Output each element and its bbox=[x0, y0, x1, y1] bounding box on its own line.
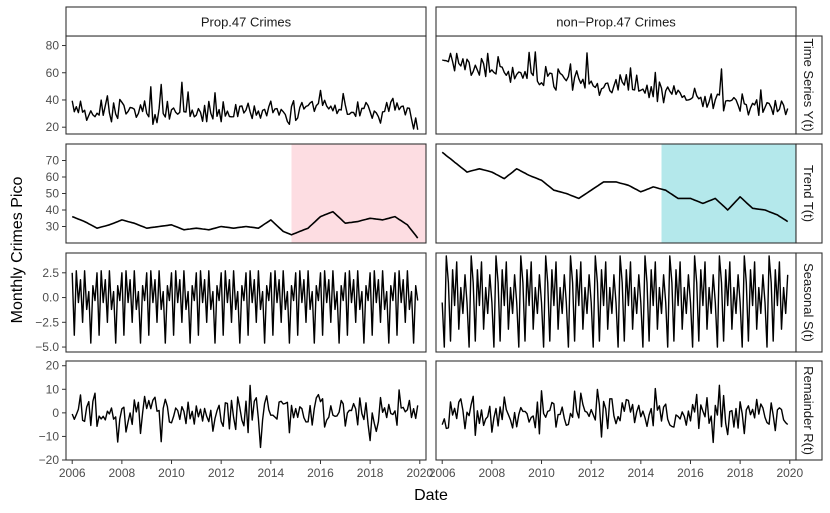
y-tick-label: −20 bbox=[39, 453, 60, 467]
row-label-remainder-r-t: Remainder R(t) bbox=[801, 366, 816, 455]
y-tick-label: 40 bbox=[46, 203, 60, 217]
facet-label-non-prop-47-crimes: non−Prop.47 Crimes bbox=[556, 15, 676, 30]
x-tick-label: 2012 bbox=[578, 466, 605, 480]
y-tick-label: 50 bbox=[46, 187, 60, 201]
facet-strip-prop-47-crimes bbox=[65, 6, 427, 37]
y-tick-label: 80 bbox=[46, 39, 60, 53]
facet-strip-non-prop-47-crimes bbox=[435, 6, 797, 37]
panel-frame-prop-47-crimes-seasonal-s-t bbox=[65, 252, 427, 353]
y-tick-label: −2.5 bbox=[35, 315, 59, 329]
y-tick-label: 30 bbox=[46, 220, 60, 234]
y-tick-label: −10 bbox=[39, 429, 60, 443]
series-line-non-prop-47-crimes-remainder-r-t bbox=[441, 384, 789, 444]
highlight-band-prop-47-crimes bbox=[291, 144, 426, 243]
y-tick-label: 70 bbox=[46, 154, 60, 168]
row-strip-remainder-r-t bbox=[795, 360, 823, 461]
x-tick-label: 2014 bbox=[627, 466, 654, 480]
panel-frames-layer bbox=[65, 35, 797, 461]
series-line-prop-47-crimes-trend-t-t bbox=[71, 210, 419, 239]
x-tick-label: 2016 bbox=[677, 466, 704, 480]
x-tick-label: 2020 bbox=[776, 466, 803, 480]
x-tick-label: 2014 bbox=[257, 466, 284, 480]
series-line-prop-47-crimes-time-series-y-t bbox=[71, 81, 419, 130]
y-tick-label: 10 bbox=[46, 382, 60, 396]
x-tick-label: 2020 bbox=[406, 466, 433, 480]
y-tick-label: 0.0 bbox=[42, 291, 59, 305]
post-prop47-highlight-layer bbox=[291, 144, 796, 243]
series-line-non-prop-47-crimes-trend-t-t bbox=[441, 151, 789, 223]
row-strip-trend-t-t bbox=[795, 143, 823, 244]
y-tick-label: 0 bbox=[52, 406, 59, 420]
row-strip-seasonal-s-t bbox=[795, 252, 823, 353]
y-tick-label: 40 bbox=[46, 93, 60, 107]
panel-frame-non-prop-47-crimes-time-series-y-t bbox=[435, 35, 797, 135]
y-tick-label: 20 bbox=[46, 120, 60, 134]
series-line-non-prop-47-crimes-time-series-y-t bbox=[442, 51, 789, 116]
x-tick-label: 2010 bbox=[158, 466, 185, 480]
facet-label-prop-47-crimes: Prop.47 Crimes bbox=[201, 15, 292, 30]
x-tick-label: 2018 bbox=[727, 466, 754, 480]
y-axis-title: Monthly Crimes Pico bbox=[9, 177, 26, 324]
row-label-time-series-y-t: Time Series Y(t) bbox=[801, 38, 816, 131]
panel-frame-prop-47-crimes-remainder-r-t bbox=[65, 360, 427, 461]
x-tick-label: 2006 bbox=[429, 466, 456, 480]
x-tick-label: 2008 bbox=[479, 466, 506, 480]
panel-frame-prop-47-crimes-time-series-y-t bbox=[65, 35, 427, 135]
x-axis-title: Date bbox=[414, 487, 448, 504]
y-tick-label: −5.0 bbox=[35, 340, 59, 354]
y-tick-label: 60 bbox=[46, 66, 60, 80]
y-tick-label: 20 bbox=[46, 359, 60, 373]
x-tick-label: 2006 bbox=[59, 466, 86, 480]
x-tick-label: 2012 bbox=[208, 466, 235, 480]
row-label-trend-t-t: Trend T(t) bbox=[801, 165, 816, 222]
series-line-prop-47-crimes-seasonal-s-t bbox=[71, 270, 419, 344]
x-tick-label: 2008 bbox=[109, 466, 136, 480]
axis-layer: 20 40 60 80 30 40 50 60 70 −5.0 −2.5 0.0 2.5 −20 −10 0 1… bbox=[35, 39, 803, 480]
y-tick-label: 2.5 bbox=[42, 266, 59, 280]
highlight-band-non-prop-47-crimes bbox=[661, 144, 796, 243]
row-label-seasonal-s-t: Seasonal S(t) bbox=[801, 263, 816, 342]
x-tick-label: 2016 bbox=[307, 466, 334, 480]
y-tick-label: 60 bbox=[46, 170, 60, 184]
series-line-non-prop-47-crimes-seasonal-s-t bbox=[441, 255, 789, 348]
row-strip-time-series-y-t bbox=[795, 35, 823, 135]
x-tick-label: 2010 bbox=[528, 466, 555, 480]
facet-strips-layer: Prop.47 Crimes non−Prop.47 Crimes Time Ser… bbox=[65, 6, 823, 461]
series-lines-layer bbox=[71, 51, 789, 449]
x-tick-label: 2018 bbox=[357, 466, 384, 480]
series-line-prop-47-crimes-remainder-r-t bbox=[71, 384, 419, 449]
